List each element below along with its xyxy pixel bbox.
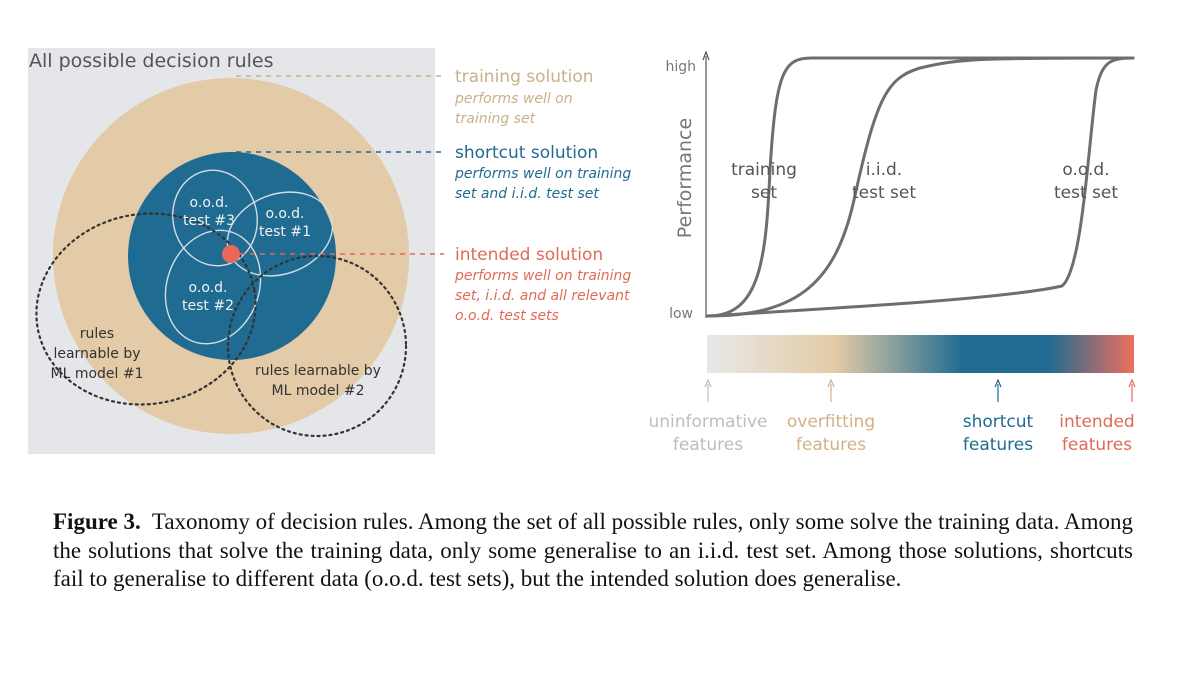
ood-test-1-label: o.o.d. test #1	[259, 206, 311, 240]
ood-test-2-label: o.o.d. test #2	[182, 280, 234, 314]
overfitting-features-arrow	[827, 378, 835, 388]
iid-test-set-curve	[706, 56, 1135, 318]
intended-solution-desc: performs well on training set, i.i.d. and…	[454, 268, 631, 324]
y-axis-low-label: low	[669, 306, 693, 322]
uninformative-features-arrow	[704, 378, 712, 388]
caption-text: Taxonomy of decision rules. Among the se…	[53, 509, 1133, 591]
ml-model-1-region	[35, 212, 257, 406]
feature-gradient-bar	[707, 335, 1134, 373]
intended-solution-dot	[222, 245, 240, 263]
ml-model-regions	[35, 212, 408, 438]
ml-model-2-label: rules learnable by ML model #2	[255, 363, 381, 399]
training-solution-title: training solution	[455, 67, 594, 87]
y-axis-arrow	[702, 50, 710, 61]
ml-model-1-label: rules learnable by ML model #1	[50, 326, 143, 382]
overfitting-features-label: overfitting features	[787, 412, 875, 455]
ood-test-3-region	[172, 169, 258, 267]
shortcut-solution-title: shortcut solution	[455, 143, 598, 163]
shortcut-features-arrow	[994, 378, 1002, 388]
figure-caption: Figure 3. Taxonomy of decision rules. Am…	[53, 508, 1133, 594]
ood-test-set-curve-label: o.o.d. test set	[1054, 160, 1118, 203]
training-set-curve	[706, 56, 1135, 318]
training-set-curve-label: training set	[731, 160, 797, 203]
training-solution-label: training solution performs well on traini…	[454, 67, 594, 127]
iid-test-set-curve-label: i.i.d. test set	[852, 160, 916, 203]
shortcut-solution-desc: performs well on training set and i.i.d. …	[454, 166, 631, 202]
intended-features-label: intended features	[1059, 412, 1134, 455]
training-solution-desc: performs well on training set	[454, 91, 573, 127]
shortcut-features-label: shortcut features	[963, 412, 1034, 455]
all-rules-title: All possible decision rules	[29, 50, 274, 72]
y-axis-title: Performance	[674, 118, 696, 238]
uninformative-features-label: uninformative features	[648, 412, 767, 455]
figure-3: All possible decision rules o.o.d. test #…	[28, 48, 1136, 455]
y-axis-high-label: high	[665, 59, 696, 75]
caption-label: Figure 3.	[53, 509, 141, 534]
shortcut-solution-label: shortcut solution performs well on train…	[454, 143, 631, 202]
ml-model-2-region	[226, 254, 408, 438]
intended-solution-label: intended solution performs well on train…	[454, 245, 631, 324]
ood-test-set-curve	[706, 56, 1135, 318]
intended-features-arrow	[1128, 378, 1136, 388]
performance-plot: high low Performance training set i.i.d. t…	[648, 50, 1136, 455]
intended-solution-title: intended solution	[455, 245, 603, 265]
taxonomy-diagram: All possible decision rules o.o.d. test #…	[28, 48, 631, 454]
ood-test-3-label: o.o.d. test #3	[183, 195, 235, 229]
